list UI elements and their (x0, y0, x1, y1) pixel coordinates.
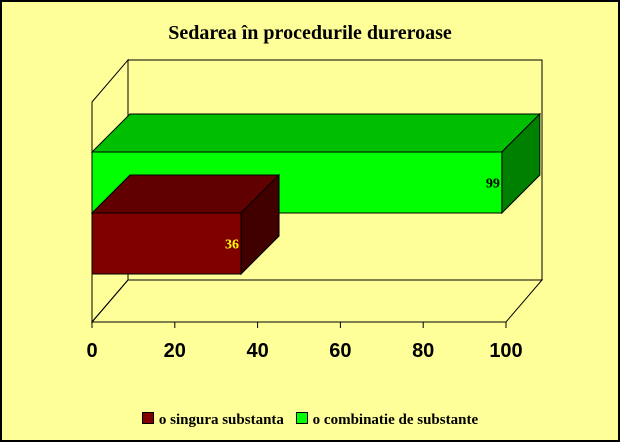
bar-top-face (90, 113, 542, 153)
legend-swatch-single (141, 412, 154, 424)
data-label: 99 (486, 177, 500, 192)
x-tick-label: 0 (86, 340, 97, 362)
legend-item-combination: o combinatie de substante (295, 412, 479, 429)
x-tick-label: 60 (329, 340, 351, 362)
x-tick-label: 100 (489, 340, 522, 362)
floor (90, 279, 544, 323)
bar-front-face (91, 212, 242, 275)
x-axis: 0 20 40 60 80 100 (86, 321, 523, 362)
x-tick-label: 40 (246, 340, 268, 362)
x-tick-label: 80 (412, 340, 434, 362)
legend-item-single: o singura substanta (141, 412, 284, 429)
x-tick-label: 20 (164, 340, 186, 362)
bar-0: 36 (90, 173, 281, 276)
legend-label-combination: o combinatie de substante (312, 412, 479, 428)
bar-series: 99 36 (90, 112, 542, 276)
data-label: 36 (225, 238, 239, 253)
chart-title: Sedarea în procedurile dureroase (168, 22, 452, 44)
legend-swatch-combination (295, 412, 308, 424)
legend: o singura substanta o combinatie de subs… (2, 412, 618, 429)
legend-label-single: o singura substanta (158, 412, 284, 428)
